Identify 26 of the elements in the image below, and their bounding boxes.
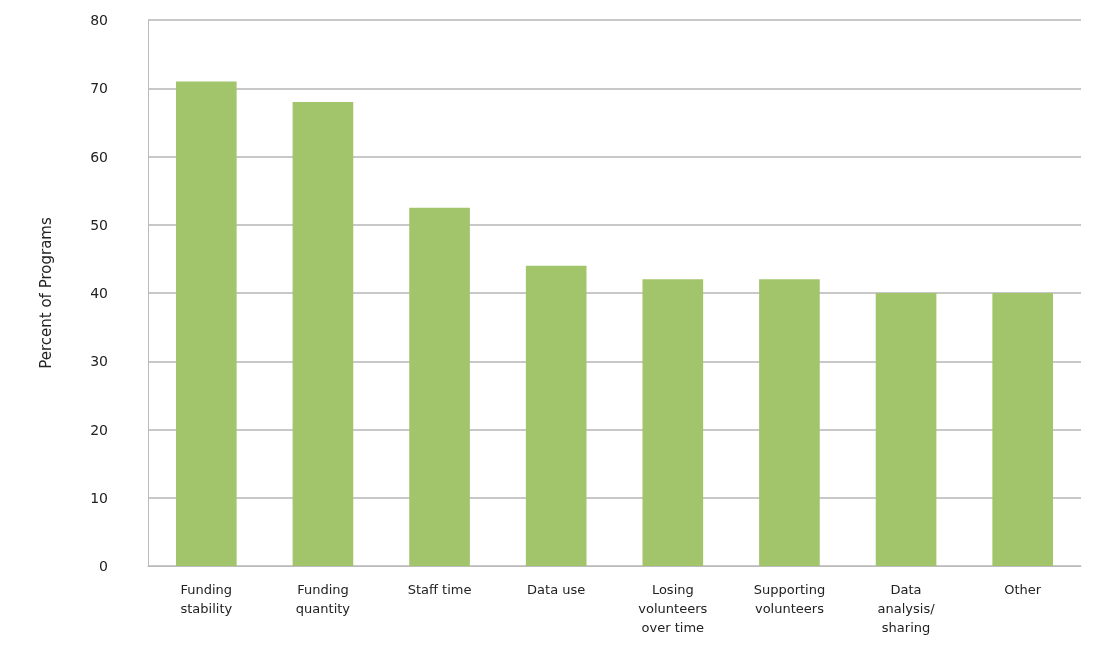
- y-tick-label: 50: [90, 216, 108, 233]
- bar: [175, 81, 237, 566]
- x-tick-label: Staff time: [407, 582, 472, 597]
- bar: [759, 279, 820, 566]
- bar: [992, 293, 1054, 566]
- y-tick-label: 20: [90, 421, 108, 438]
- x-tick-label: Data use: [527, 582, 586, 597]
- x-tick-label: Other: [1004, 582, 1042, 597]
- bar: [292, 101, 354, 566]
- y-tick-label: 40: [90, 285, 108, 301]
- bar: [642, 279, 704, 566]
- y-tick-label: 30: [90, 353, 108, 370]
- x-tick-label: Losing volunteers over time: [638, 582, 708, 635]
- bar: [409, 207, 470, 566]
- y-tick-label: 70: [90, 80, 108, 97]
- bar: [525, 265, 587, 566]
- y-tick-label: 10: [90, 489, 108, 506]
- x-tick-label: Funding stability: [180, 582, 233, 616]
- y-tick-label: 0: [99, 558, 108, 574]
- x-tick-label: Data analysis/ sharing: [877, 582, 936, 635]
- x-tick-label: Supporting volunteers: [753, 582, 826, 616]
- x-tick-label: Funding quantity: [295, 582, 351, 616]
- bar: [875, 293, 937, 566]
- y-tick-label: 60: [90, 148, 108, 165]
- y-axis-title: Percent of Programs: [36, 217, 55, 369]
- y-tick-label: 80: [90, 12, 108, 28]
